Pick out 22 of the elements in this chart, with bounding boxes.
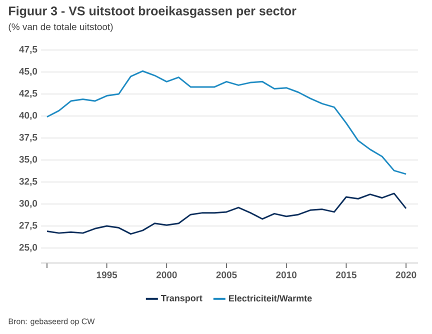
y-tick-label: 25,0 xyxy=(19,244,38,252)
x-tick-label: 2020 xyxy=(396,272,416,278)
y-tick-label: 40,0 xyxy=(19,112,38,120)
y-tick-label: 32,5 xyxy=(19,178,38,186)
legend-label: Electriciteit/Warmte xyxy=(229,294,312,302)
y-tick-label: 35,0 xyxy=(19,156,38,164)
x-tick-label: 1995 xyxy=(96,272,118,278)
line-series xyxy=(46,192,407,235)
chart-title: Figuur 3 - VS uitstoot broeikasgassen per sector xyxy=(9,6,296,18)
chart-subtitle: (% van de totale uitstoot) xyxy=(8,23,113,32)
y-tick-label: 42,5 xyxy=(19,90,38,98)
x-tick-label: 2010 xyxy=(276,272,297,278)
x-tick-label: 2000 xyxy=(156,272,177,278)
y-tick-label: 30,0 xyxy=(19,200,38,208)
y-tick-label: 27,5 xyxy=(19,222,38,230)
y-tick-label: 47,5 xyxy=(19,46,38,54)
y-tick-label: 37,5 xyxy=(19,134,38,142)
x-tick-label: 2015 xyxy=(336,272,356,278)
legend-label: Transport xyxy=(160,295,202,304)
text: Bron: gebaseerd op CW xyxy=(8,318,95,326)
y-tick-label: 45,0 xyxy=(19,68,38,76)
x-tick-label: 2005 xyxy=(216,272,237,278)
